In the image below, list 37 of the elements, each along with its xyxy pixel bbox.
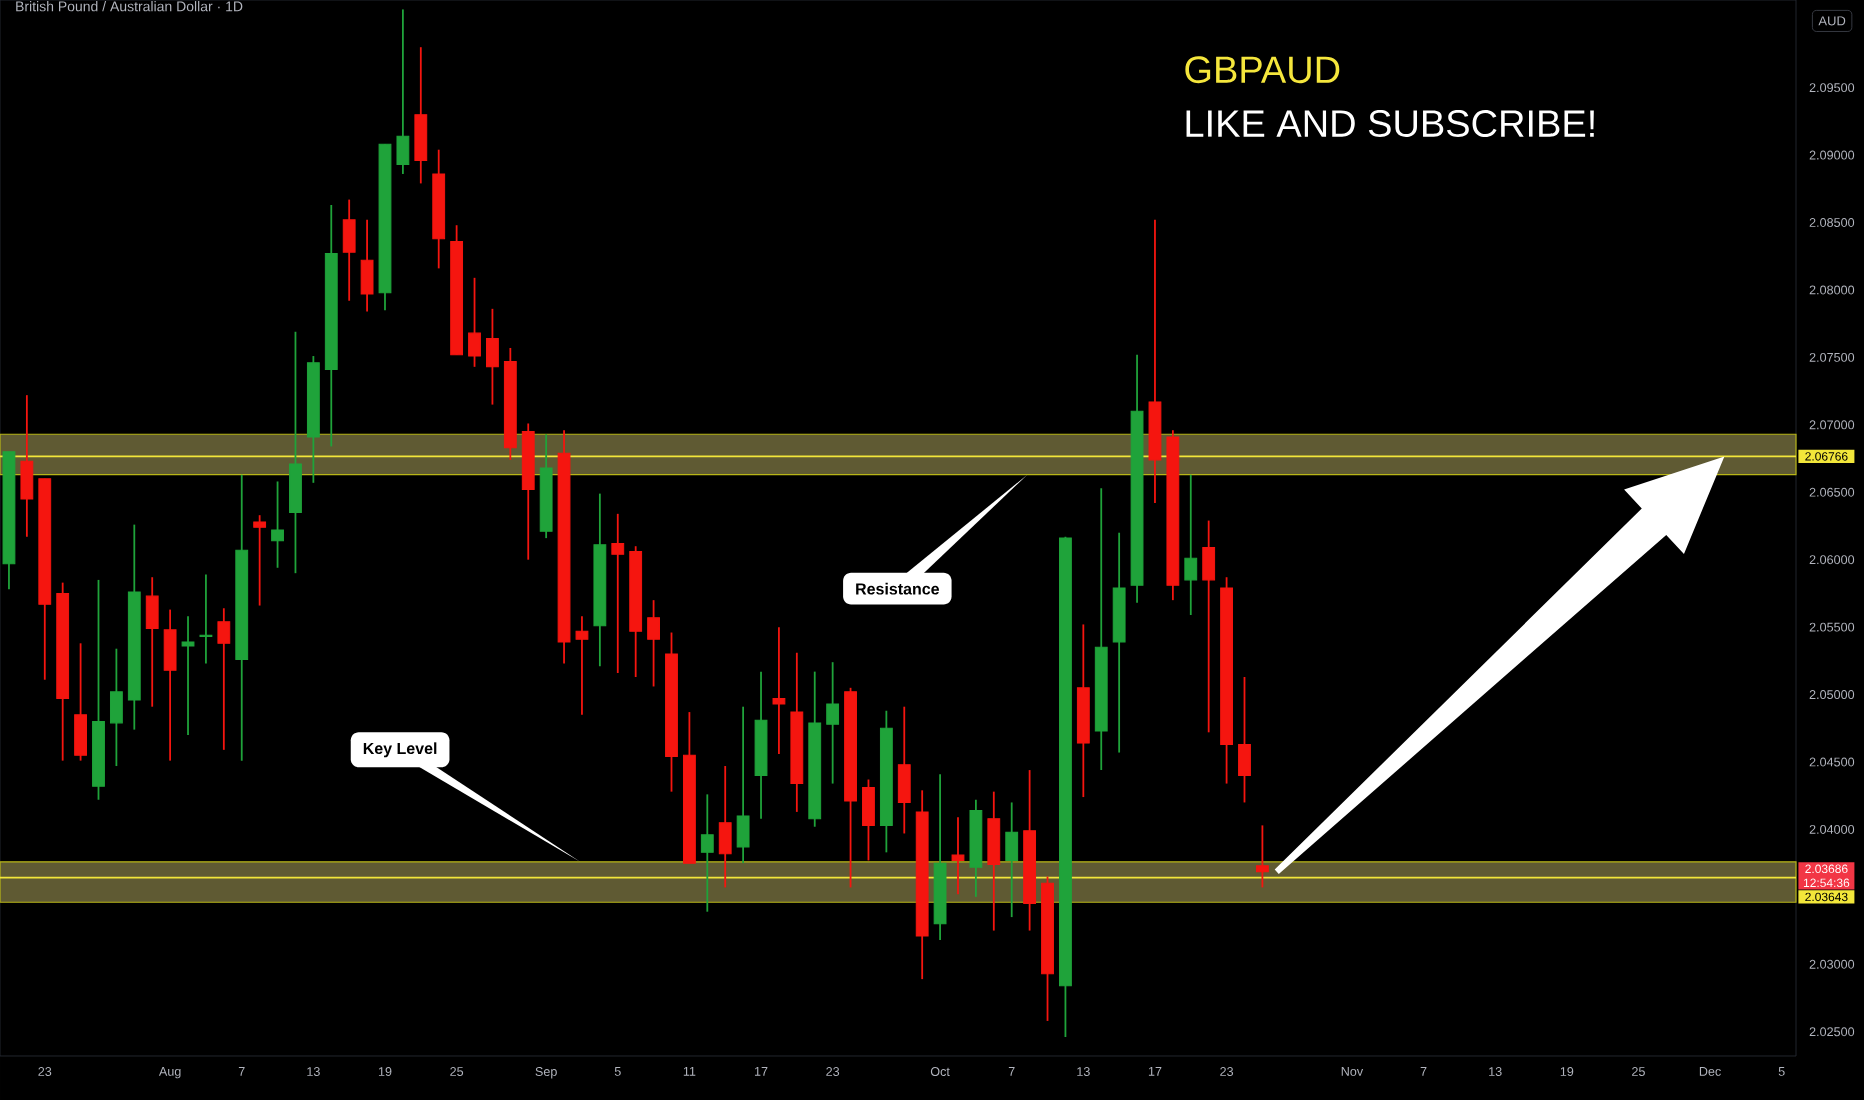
candlestick [199, 573, 213, 665]
candlestick [772, 626, 786, 755]
candlestick [575, 615, 589, 716]
candlestick [1238, 676, 1251, 804]
candlestick [951, 816, 965, 896]
candlestick [360, 218, 374, 313]
candlestick [486, 307, 499, 406]
candlestick [163, 608, 177, 762]
annotation: GBPAUD [1185, 56, 1340, 84]
candlestick [181, 615, 195, 736]
candlestick [987, 790, 1001, 932]
candlestick [897, 705, 911, 835]
candlestick [253, 514, 267, 607]
candlestick [414, 46, 428, 185]
candlestick [736, 705, 750, 865]
candlestick [647, 599, 660, 688]
candlestick [396, 8, 410, 175]
candlestick [700, 793, 714, 913]
candlestick [611, 512, 625, 674]
candlestick [1255, 824, 1269, 889]
candlestick [109, 647, 123, 767]
candlestick [1202, 519, 1216, 734]
candlestick [862, 778, 875, 862]
candlestick [468, 276, 481, 368]
candlestick [342, 198, 356, 302]
candlestick [1184, 473, 1198, 616]
candlestick [20, 394, 34, 538]
candlestick [718, 765, 732, 889]
candlestick [1005, 801, 1019, 918]
candlestick [217, 607, 231, 751]
candlestick [74, 642, 87, 762]
candlestick [826, 661, 840, 785]
candlestick [145, 576, 159, 708]
annotation: Resistance [856, 582, 940, 595]
annotation: LIKE AND SUBSCRIBE! [1186, 110, 1594, 138]
annotation: Key Level [363, 742, 437, 758]
candlestick [271, 480, 284, 569]
